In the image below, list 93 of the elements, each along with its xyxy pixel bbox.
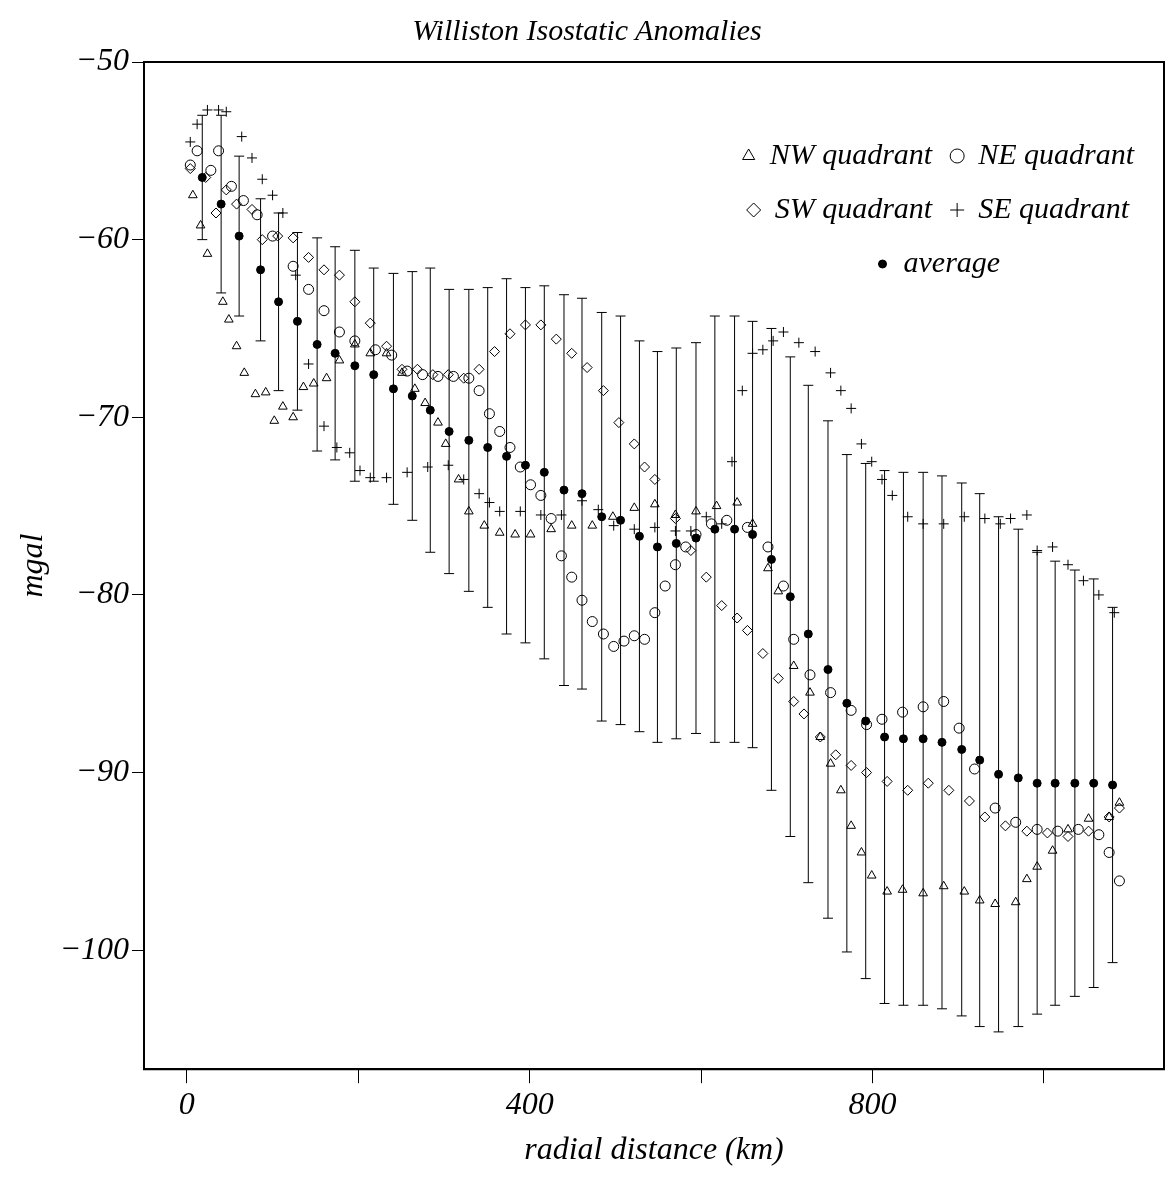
point	[757, 648, 769, 660]
point	[303, 251, 315, 263]
point	[369, 370, 379, 380]
point	[1013, 773, 1023, 783]
legend-label: SE quadrant	[978, 190, 1130, 224]
point	[231, 198, 243, 210]
point	[489, 346, 501, 358]
chart-title: Williston Isostatic Anomalies	[412, 12, 762, 46]
x-tick-label: 800	[848, 1084, 897, 1121]
point	[902, 784, 914, 796]
point	[184, 163, 196, 175]
point	[597, 385, 609, 397]
x-tick-label: 400	[505, 1084, 554, 1121]
point	[772, 672, 784, 684]
point	[427, 369, 439, 381]
point	[349, 296, 361, 308]
legend-label: NW quadrant	[768, 136, 933, 170]
y-tick-label: −60	[75, 219, 129, 256]
y-tick-label: −80	[75, 574, 129, 611]
point	[473, 363, 485, 375]
point	[716, 600, 728, 612]
point	[943, 784, 955, 796]
point	[963, 795, 975, 807]
point	[994, 769, 1004, 779]
point	[1041, 827, 1053, 839]
point	[881, 775, 893, 787]
point	[364, 317, 376, 329]
point	[566, 347, 578, 359]
point	[634, 531, 644, 541]
point	[785, 592, 795, 602]
point	[333, 269, 345, 281]
point	[272, 230, 284, 242]
legend-label: SW quadrant	[774, 190, 933, 224]
point	[999, 820, 1011, 832]
point	[669, 513, 681, 525]
point	[550, 333, 562, 345]
point	[539, 467, 549, 477]
point	[287, 232, 299, 244]
point	[731, 612, 743, 624]
point	[581, 362, 593, 374]
point	[458, 372, 470, 384]
point	[411, 363, 423, 375]
point	[613, 417, 625, 429]
point	[741, 624, 753, 636]
legend-label: average	[903, 244, 1001, 278]
point	[685, 545, 697, 556]
point	[639, 461, 651, 473]
point	[671, 538, 681, 548]
point	[766, 554, 776, 564]
point	[803, 629, 813, 639]
point	[1089, 778, 1099, 788]
point	[210, 207, 222, 219]
point	[730, 524, 740, 534]
point	[861, 767, 873, 779]
point	[700, 571, 712, 583]
point	[396, 363, 408, 375]
x-axis-title: radial distance (km)	[524, 1130, 784, 1167]
point	[898, 734, 908, 744]
point	[830, 749, 842, 761]
y-tick-label: −50	[75, 41, 129, 78]
point	[483, 442, 493, 452]
point	[246, 203, 258, 215]
point	[1062, 831, 1074, 842]
point	[292, 316, 302, 326]
legend-label: NE quadrant	[977, 136, 1135, 170]
y-tick-label: −90	[75, 751, 129, 788]
point	[442, 369, 454, 381]
point	[922, 777, 934, 789]
y-tick-label: −70	[75, 396, 129, 433]
point	[535, 319, 547, 331]
point	[788, 695, 800, 707]
x-tick-label: 0	[178, 1084, 195, 1121]
point	[504, 328, 516, 340]
y-tick-label: −100	[59, 929, 129, 966]
point	[975, 755, 985, 765]
point	[220, 184, 232, 196]
point	[388, 384, 398, 394]
point	[318, 264, 330, 276]
point	[519, 319, 531, 331]
point	[845, 759, 857, 771]
point	[957, 744, 967, 754]
point	[256, 234, 268, 246]
point	[1083, 825, 1095, 837]
point	[628, 438, 640, 450]
point	[815, 731, 826, 741]
point	[649, 473, 661, 485]
y-axis-title: mgal	[12, 533, 49, 598]
point	[979, 811, 991, 823]
point	[274, 297, 284, 307]
point	[1104, 811, 1114, 820]
point	[798, 708, 810, 720]
point	[1021, 825, 1033, 837]
point	[502, 451, 512, 461]
